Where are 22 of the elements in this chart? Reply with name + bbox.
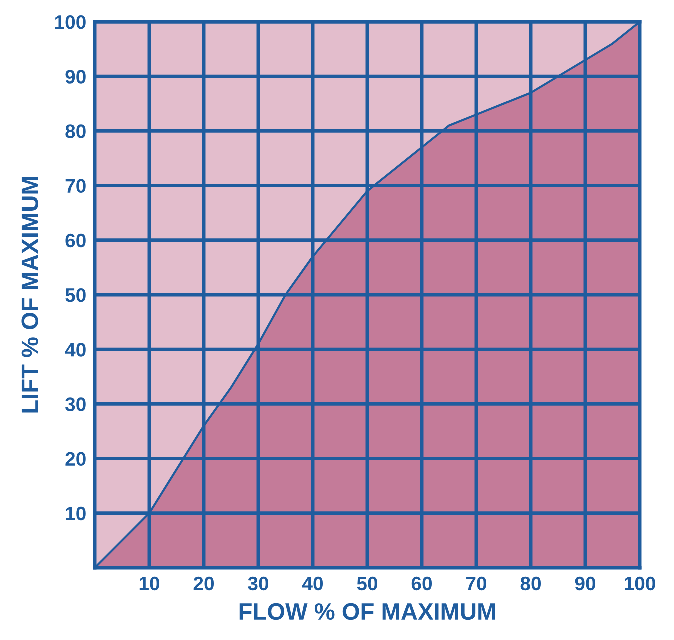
x-tick-label: 60: [412, 576, 432, 591]
y-tick-label: 50: [66, 288, 86, 302]
y-tick-label: 10: [66, 506, 86, 521]
x-tick-label: 90: [575, 576, 596, 591]
x-tick-label: 50: [357, 576, 378, 591]
x-axis-title: FLOW % OF MAXIMUM: [240, 603, 496, 620]
y-tick-label: 90: [66, 70, 86, 84]
y-tick-label: 80: [66, 124, 86, 138]
x-tick-label: 30: [248, 576, 269, 591]
y-axis-title: LIFT % OF MAXIMUM: [22, 177, 38, 413]
y-tick-label: 20: [66, 452, 86, 466]
y-tick-label: 70: [66, 179, 86, 194]
x-tick-label: 20: [194, 576, 214, 591]
x-tick-label: 100: [625, 576, 656, 591]
x-tick-label: 10: [140, 576, 160, 591]
x-tick-label: 80: [520, 576, 542, 591]
x-tick-label: 40: [302, 576, 324, 591]
y-tick-label: 60: [66, 234, 86, 248]
y-tick-label: 30: [65, 398, 86, 412]
y-tick-label: 100: [55, 15, 86, 30]
x-tick-label: 70: [466, 576, 487, 591]
y-tick-label: 40: [65, 343, 86, 357]
